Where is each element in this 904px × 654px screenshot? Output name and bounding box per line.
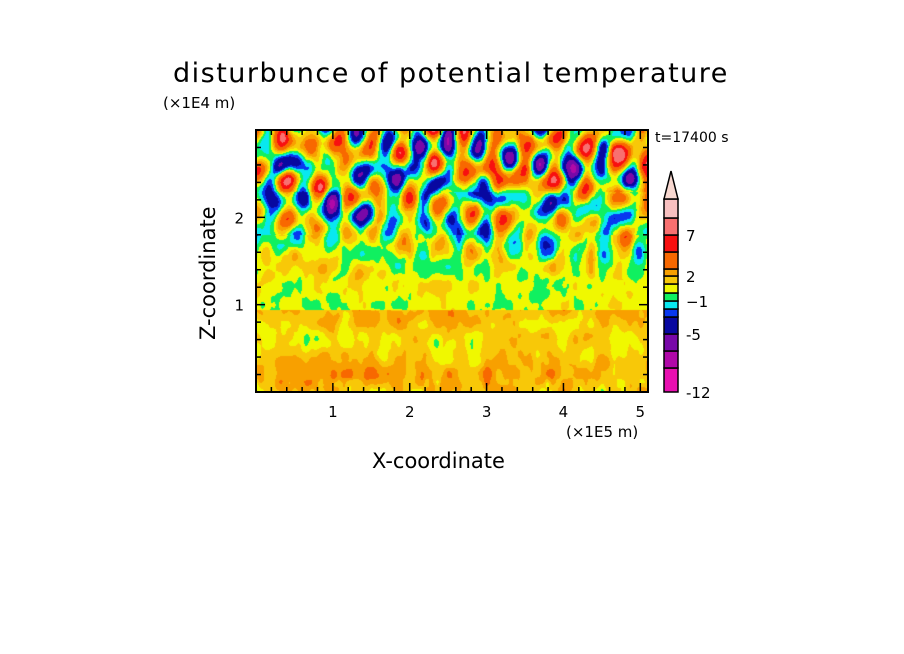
- colorbar-band: [663, 316, 679, 335]
- contour-field: [256, 130, 648, 392]
- x-axis-label: X-coordinate: [372, 449, 505, 473]
- colorbar-label: −1: [686, 293, 708, 311]
- colorbar-band: [663, 275, 679, 285]
- x-tick-label: 4: [559, 403, 569, 421]
- colorbar-band: [663, 292, 679, 302]
- colorbar-label: -5: [686, 326, 701, 344]
- colorbar-label: 7: [686, 227, 696, 245]
- colorbar-band: [663, 268, 679, 277]
- plot-frame: [255, 129, 649, 393]
- colorbar-band: [663, 283, 679, 294]
- x-tick-label: 5: [636, 403, 646, 421]
- colorbar-band: [663, 333, 679, 352]
- colorbar-band: [663, 367, 679, 393]
- colorbar-band: [663, 234, 679, 253]
- y-tick-label: 2: [234, 209, 244, 227]
- colorbar-band: [663, 308, 679, 318]
- colorbar-band: [663, 217, 679, 236]
- time-label: t=17400 s: [655, 130, 729, 146]
- colorbar-extend-arrow: [663, 170, 679, 200]
- colorbar-band: [663, 300, 679, 310]
- y-tick-label: 1: [234, 297, 244, 315]
- chart-title: disturbunce of potential temperature: [173, 58, 729, 89]
- z-unit-label: (×1E4 m): [163, 94, 236, 112]
- colorbar-band: [663, 198, 679, 219]
- x-unit-label: (×1E5 m): [566, 423, 639, 441]
- x-tick-label: 3: [482, 403, 492, 421]
- colorbar-band: [663, 350, 679, 369]
- x-tick-label: 2: [405, 403, 415, 421]
- colorbar-band: [663, 251, 679, 270]
- colorbar-label: -12: [686, 384, 711, 402]
- x-tick-label: 1: [328, 403, 338, 421]
- colorbar-label: 2: [686, 268, 696, 286]
